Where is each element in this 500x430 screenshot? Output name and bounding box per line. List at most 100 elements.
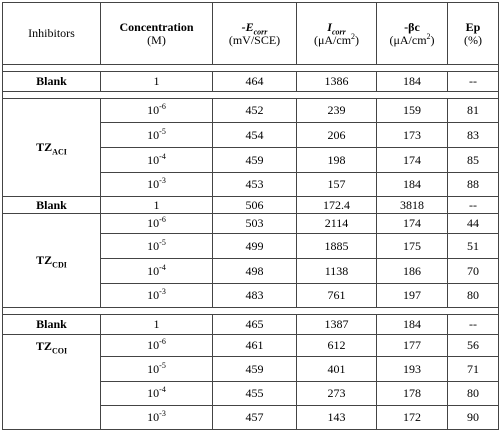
cell-concentration: 10-3 [100, 172, 213, 197]
cell-ecorr: 452 [212, 98, 297, 123]
blank-label: Blank [2, 71, 101, 92]
cell-beta-c: 177 [376, 334, 448, 357]
cell-icorr: 2114 [296, 213, 377, 234]
inhibitor-label: TZACI [2, 98, 101, 197]
cell-ecorr: 499 [212, 233, 297, 259]
cell-beta-c: 175 [376, 233, 448, 259]
cell-ecorr: 498 [212, 258, 297, 284]
table-row: Blank 1 465 1387 184 -- [2, 314, 499, 335]
cell-icorr: 206 [296, 122, 377, 148]
cell-ecorr: 506 [212, 196, 297, 214]
table-row: TZCOI 10-6 461 612 177 56 [2, 334, 499, 430]
cell-beta-c: 184 [376, 172, 448, 197]
cell-ep: 56 [447, 334, 499, 357]
cell-beta-c: 174 [376, 213, 448, 234]
cell-beta-c: 3818 [376, 196, 448, 214]
cell-ep: 88 [447, 172, 499, 197]
cell-icorr: 157 [296, 172, 377, 197]
cell-ep: 90 [447, 405, 499, 430]
cell-ecorr: 465 [212, 314, 297, 335]
cell-ecorr: 455 [212, 381, 297, 406]
table-row: Blank 1 506 172.4 3818 -- [2, 196, 499, 214]
table-row: 10-4 459 198 174 85 [3, 147, 499, 173]
cell-concentration: 10-5 [100, 122, 213, 148]
cell-concentration: 10-5 [100, 233, 213, 259]
cell-icorr: 401 [296, 356, 377, 382]
cell-ep: -- [447, 71, 499, 92]
cell-ecorr: 464 [212, 71, 297, 92]
cell-ecorr: 457 [212, 405, 297, 430]
cell-concentration: 10-6 [100, 334, 213, 357]
header-ep: Ep (%) [447, 2, 499, 65]
cell-ep: 85 [447, 147, 499, 173]
cell-ecorr: 483 [212, 283, 297, 308]
table-row: 10-3 453 157 184 88 [3, 172, 499, 197]
cell-icorr: 239 [296, 98, 377, 123]
cell-concentration: 10-5 [100, 356, 213, 382]
header-icorr: Icorr (μA/cm2) [296, 2, 377, 65]
cell-beta-c: 186 [376, 258, 448, 284]
cell-icorr: 1387 [296, 314, 377, 335]
spacer-row [2, 307, 499, 315]
cell-icorr: 761 [296, 283, 377, 308]
header-beta-c: -βc (μA/cm2) [376, 2, 448, 65]
cell-beta-c: 193 [376, 356, 448, 382]
inhibitor-label: TZCOI [2, 334, 101, 430]
cell-ep: 51 [447, 233, 499, 259]
cell-concentration: 10-4 [100, 258, 213, 284]
blank-label: Blank [2, 196, 101, 214]
cell-concentration: 10-4 [100, 381, 213, 406]
cell-beta-c: 197 [376, 283, 448, 308]
cell-ep: 83 [447, 122, 499, 148]
cell-ecorr: 459 [212, 356, 297, 382]
cell-ecorr: 503 [212, 213, 297, 234]
cell-ecorr: 461 [212, 334, 297, 357]
cell-ep: 80 [447, 381, 499, 406]
blank-label: Blank [2, 314, 101, 335]
table-row: TZACI 10-6 452 239 159 81 [2, 98, 499, 197]
cell-beta-c: 172 [376, 405, 448, 430]
cell-ep: 80 [447, 283, 499, 308]
cell-concentration: 10-3 [100, 283, 213, 308]
table-row: TZCDI 10-6 503 2114 174 44 [2, 213, 499, 308]
cell-icorr: 1885 [296, 233, 377, 259]
cell-icorr: 273 [296, 381, 377, 406]
cell-concentration: 10-6 [100, 98, 213, 123]
cell-beta-c: 159 [376, 98, 448, 123]
cell-icorr: 1386 [296, 71, 377, 92]
header-inhibitors: Inhibitors [2, 2, 101, 65]
cell-ep: -- [447, 196, 499, 214]
cell-concentration: 10-4 [100, 147, 213, 173]
header-concentration: Concentration (M) [100, 2, 213, 65]
cell-concentration: 1 [100, 314, 213, 335]
cell-ecorr: 454 [212, 122, 297, 148]
table-row: Blank 1 464 1386 184 -- [2, 71, 499, 92]
cell-concentration: 10-3 [100, 405, 213, 430]
cell-icorr: 143 [296, 405, 377, 430]
cell-beta-c: 173 [376, 122, 448, 148]
cell-icorr: 172.4 [296, 196, 377, 214]
table-row: 10-4 498 1138 186 70 [3, 258, 499, 284]
cell-ep: 81 [447, 98, 499, 123]
cell-icorr: 612 [296, 334, 377, 357]
cell-beta-c: 174 [376, 147, 448, 173]
cell-ep: 71 [447, 356, 499, 382]
cell-ecorr: 459 [212, 147, 297, 173]
spacer-row [2, 91, 499, 99]
header-row: Inhibitors Concentration (M) -Ecorr (mV/… [2, 2, 499, 65]
cell-beta-c: 178 [376, 381, 448, 406]
cell-concentration: 1 [100, 71, 213, 92]
cell-ep: 44 [447, 213, 499, 234]
cell-ep: -- [447, 314, 499, 335]
spacer-row [2, 64, 499, 72]
cell-ep: 70 [447, 258, 499, 284]
cell-concentration: 10-6 [100, 213, 213, 234]
inhibitor-label: TZCDI [2, 213, 101, 308]
cell-ecorr: 453 [212, 172, 297, 197]
header-ecorr: -Ecorr (mV/SCE) [212, 2, 297, 65]
cell-icorr: 198 [296, 147, 377, 173]
table-row: 10-5 454 206 173 83 [3, 122, 499, 148]
cell-beta-c: 184 [376, 314, 448, 335]
table-row: 10-5 459 401 193 71 [3, 356, 499, 382]
